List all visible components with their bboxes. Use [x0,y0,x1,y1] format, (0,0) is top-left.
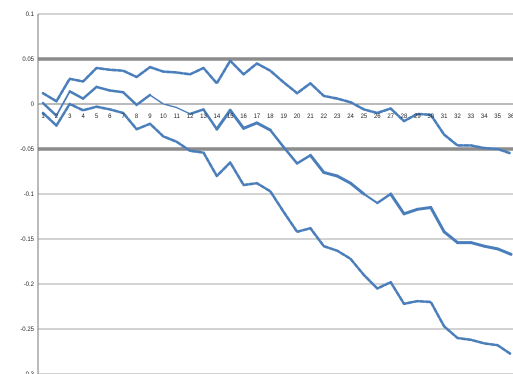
axes [37,14,513,374]
x-tick-label: 21 [307,114,314,120]
x-tick-label: 7 [122,114,126,120]
x-tick-labels: 1 2 3 4 5 6 7 8 9 10 11 12 13 14 15 16 17 18 19 20 21 22 23 24 2… [41,114,513,120]
y-tick-label: -0.2 [24,282,35,288]
x-tick-label: 12 [187,114,194,120]
series-1-segment [255,121,272,132]
series-1-segment [335,174,353,185]
x-tick-label: 14 [213,114,220,120]
x-tick-label: 2 [55,114,59,120]
series-1-segment [429,206,446,234]
x-tick-label: 29 [414,114,421,120]
x-tick-label: 20 [294,114,301,120]
series-1-segment [242,121,259,130]
series-1-segment [469,241,486,248]
x-tick-label: 26 [374,114,381,120]
x-tick-label: 11 [174,114,181,120]
series-1-segment [135,93,152,107]
x-tick-label: 16 [240,114,247,120]
x-tick-label: 31 [441,114,448,120]
x-tick-label: 23 [334,114,341,120]
x-tick-label: 13 [200,114,207,120]
series-1-segment [202,108,219,131]
x-tick-label: 18 [267,114,274,120]
x-tick-label: 33 [468,114,475,120]
x-tick-label: 15 [227,114,234,120]
x-tick-label: 8 [135,114,139,120]
y-tick-label: -0.3 [24,372,35,374]
x-tick-label: 6 [108,114,112,120]
x-tick-label: 4 [81,114,85,120]
x-tick-label: 28 [401,114,408,120]
series-1-segment [362,193,379,204]
series-lines [41,59,513,356]
series-1-segment [81,85,98,100]
y-tick-label: -0.1 [24,192,35,198]
x-tick-label: 30 [427,114,434,120]
x-tick-label: 17 [254,114,261,120]
x-tick-label: 27 [387,114,394,120]
series-1-segment [295,154,312,165]
series-1-segment [349,181,366,196]
series-1-segment [376,192,392,205]
series-1-segment [482,244,500,251]
series-1-segment [402,207,419,216]
series-1-segment [188,108,205,116]
y-tick-label: 0.05 [22,57,34,63]
series-1-segment [68,90,85,100]
y-tick-labels: 0.1 0.05 0 -0.05 -0.1 -0.15 -0.2 -0.25 -0.3 [20,12,34,374]
series-1-segment [442,230,460,245]
series-1-segment [95,85,112,92]
x-tick-label: 24 [347,114,354,120]
x-tick-label: 3 [68,114,72,120]
series-1-segment [162,103,178,109]
x-tick-label: 10 [160,114,167,120]
x-tick-label: 34 [481,114,488,120]
series-1-segment [269,128,285,149]
series-1-segment [149,94,165,105]
series-1-segment [228,108,246,130]
series-1-segment [282,145,299,165]
x-tick-label: 36 [508,114,513,120]
series-1-segment [322,170,339,178]
series-1-segment [496,247,513,256]
series-1-segment [389,192,406,216]
x-tick-label: 19 [280,114,287,120]
series-1-segment [41,101,58,117]
series-1-segment [415,206,433,211]
series-1-segment [121,91,138,107]
y-tick-label: -0.25 [20,327,34,333]
x-tick-label: 32 [454,114,461,120]
y-tick-label: -0.15 [20,237,34,243]
x-tick-label: 5 [95,114,99,120]
y-tick-label: 0.1 [26,12,35,18]
x-tick-label: 9 [148,114,152,120]
x-tick-label: 25 [361,114,368,120]
y-tick-label: 0 [31,102,35,108]
series-1-segment [55,90,71,117]
series-1-segment [308,153,326,174]
y-tick-label: -0.05 [20,147,34,153]
series-1-segment [215,108,232,131]
series-2-line [41,59,513,155]
x-tick-label: 22 [320,114,327,120]
series-3-line [41,102,513,356]
series-1-segment [108,89,125,94]
x-tick-label: 1 [41,114,45,120]
x-tick-label: 35 [494,114,501,120]
series-1-segment [176,106,191,115]
